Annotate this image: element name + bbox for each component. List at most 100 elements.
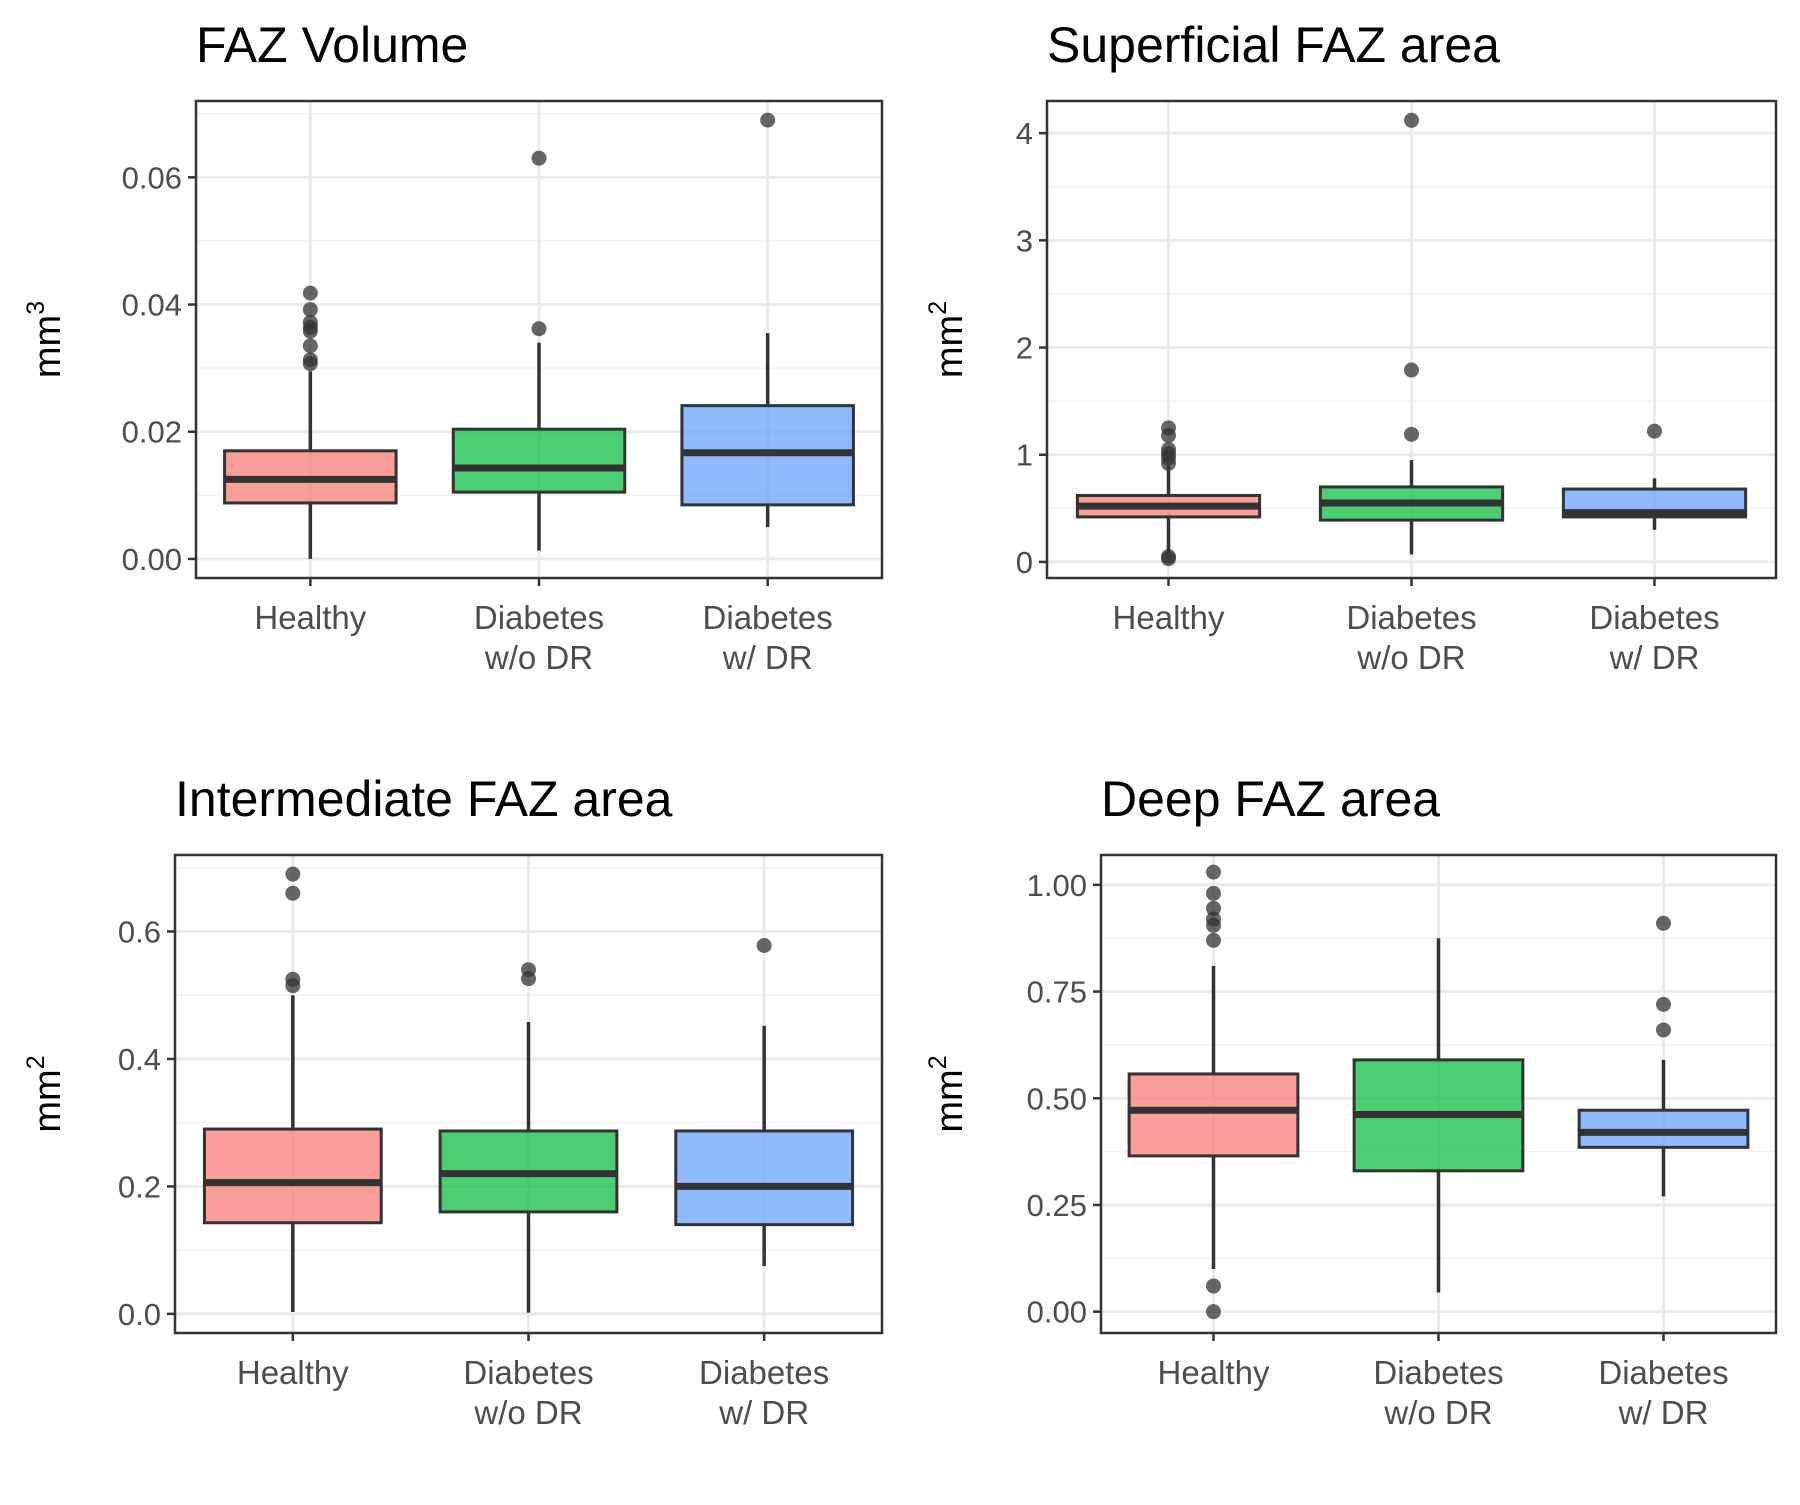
box-iqr <box>451 427 627 494</box>
panel-title: Intermediate FAZ area <box>175 771 673 827</box>
panel-title: Superficial FAZ area <box>1047 17 1500 73</box>
x-category-label: Diabetes <box>1589 599 1719 636</box>
box-iqr <box>1577 1108 1750 1149</box>
x-category-label: w/o DR <box>484 639 593 676</box>
y-tick-label: 0.04 <box>122 288 182 323</box>
x-category-label: Diabetes <box>1598 1354 1728 1391</box>
y-tick-label: 0.6 <box>118 914 161 949</box>
outlier-point <box>1206 1278 1221 1294</box>
outlier-point <box>302 302 318 318</box>
box-2 <box>438 962 619 1313</box>
box-iqr <box>1127 1072 1300 1158</box>
panel-title: Deep FAZ area <box>1101 771 1440 827</box>
x-category-label: Diabetes <box>1373 1354 1503 1391</box>
y-tick-label: 0.25 <box>1027 1188 1087 1223</box>
y-axis-label: mm2 <box>924 301 971 378</box>
outlier-point <box>302 285 318 301</box>
x-category-label: Diabetes <box>474 599 604 636</box>
outlier-point <box>756 938 772 954</box>
box-2 <box>1352 938 1525 1293</box>
x-category-label: w/o DR <box>1383 1394 1492 1431</box>
box-1 <box>223 285 398 559</box>
box-1 <box>1075 420 1262 567</box>
y-axis-label-exponent: 2 <box>22 1055 50 1069</box>
y-axis-label-unit: mm <box>929 1069 971 1132</box>
y-tick-label: 0.4 <box>118 1042 161 1077</box>
x-category-label: w/o DR <box>473 1394 582 1431</box>
outlier-point <box>1656 915 1671 931</box>
y-tick-label: 0.75 <box>1027 975 1087 1010</box>
y-tick-label: 0 <box>1016 545 1033 580</box>
outlier-point <box>1656 996 1671 1012</box>
x-category-label: Diabetes <box>703 599 833 636</box>
x-category-label: w/ DR <box>1609 639 1700 676</box>
box-2 <box>451 150 627 551</box>
outlier-point <box>1206 1304 1221 1320</box>
outlier-point <box>531 321 547 337</box>
box-3 <box>1561 423 1748 530</box>
y-tick-label: 3 <box>1016 223 1033 258</box>
box-3 <box>674 938 855 1267</box>
y-tick-label: 1 <box>1016 438 1033 473</box>
outlier-point <box>1206 911 1221 927</box>
x-category-label: w/ DR <box>722 639 813 676</box>
y-axis-label: mm2 <box>924 1055 971 1132</box>
x-category-label: Diabetes <box>463 1354 593 1391</box>
x-category-label: Healthy <box>254 599 366 636</box>
x-category-label: w/ DR <box>1618 1394 1709 1431</box>
y-axis-label: mm3 <box>22 301 69 378</box>
x-category-label: Healthy <box>237 1354 349 1391</box>
y-axis-label: mm2 <box>22 1055 69 1132</box>
x-category-label: Diabetes <box>1346 599 1476 636</box>
y-tick-label: 4 <box>1016 116 1033 151</box>
outlier-point <box>302 314 318 330</box>
box-3 <box>1577 915 1750 1197</box>
panel-title: FAZ Volume <box>196 17 468 73</box>
y-tick-label: 0.06 <box>122 160 182 195</box>
outlier-point <box>302 338 318 354</box>
y-axis-label-exponent: 3 <box>22 301 50 315</box>
y-tick-label: 1.00 <box>1027 868 1087 903</box>
x-category-label: Healthy <box>1158 1354 1270 1391</box>
box-iqr <box>674 1129 855 1227</box>
y-axis-label-unit: mm <box>929 315 971 378</box>
outlier-point <box>531 150 547 166</box>
x-category-label: Diabetes <box>699 1354 829 1391</box>
outlier-point <box>1647 423 1662 439</box>
outlier-point <box>285 971 301 987</box>
outlier-point <box>1404 112 1419 128</box>
outlier-point <box>1206 900 1221 916</box>
x-category-label: Healthy <box>1113 599 1225 636</box>
outlier-point <box>521 962 536 978</box>
box-1 <box>202 866 383 1312</box>
y-tick-label: 0.00 <box>1027 1295 1087 1330</box>
outlier-point <box>1656 1022 1671 1038</box>
y-axis-label-exponent: 2 <box>924 301 952 315</box>
outlier-point <box>1161 441 1176 457</box>
y-axis-label-unit: mm <box>27 1069 69 1132</box>
y-axis-label-exponent: 2 <box>924 1055 952 1069</box>
y-tick-label: 0.0 <box>118 1297 161 1332</box>
outlier-point <box>1161 549 1176 565</box>
outlier-point <box>302 352 318 368</box>
outlier-point <box>1206 864 1221 880</box>
box-1 <box>1127 864 1300 1320</box>
x-category-label: w/ DR <box>718 1394 809 1431</box>
y-axis-label-unit: mm <box>27 315 69 378</box>
y-tick-label: 0.2 <box>118 1169 161 1204</box>
outlier-point <box>1404 426 1419 442</box>
box-2 <box>1318 112 1505 555</box>
outlier-point <box>1206 932 1221 948</box>
y-tick-label: 0.50 <box>1027 1081 1087 1116</box>
y-tick-label: 2 <box>1016 331 1033 366</box>
y-tick-label: 0.00 <box>122 542 182 577</box>
outlier-point <box>285 885 301 901</box>
box-3 <box>680 112 855 528</box>
x-category-label: w/o DR <box>1356 639 1465 676</box>
